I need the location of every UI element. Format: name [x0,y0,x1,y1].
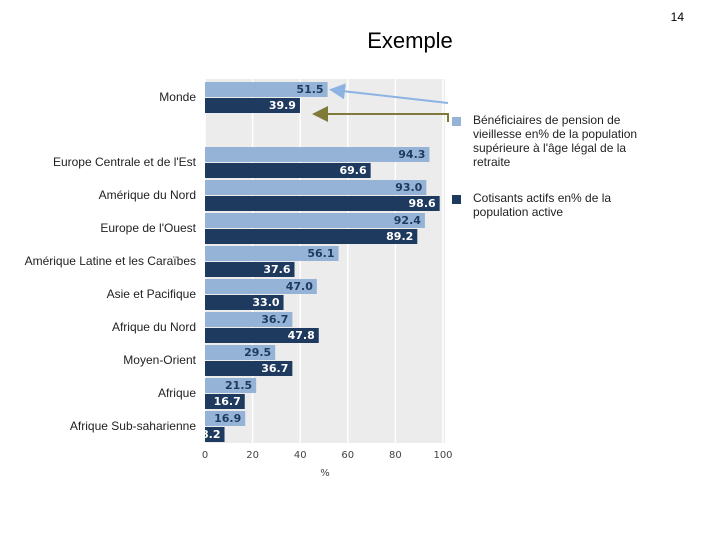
x-tick-label: 60 [341,450,354,461]
value-label: 94.3 [398,148,425,161]
bar [205,229,418,244]
value-label: 39.9 [269,99,296,112]
page-number: 14 [671,10,685,24]
category-label: Amérique du Nord [99,188,196,202]
bar [205,312,293,327]
bar [205,394,245,409]
bar [205,345,276,360]
bar [205,427,225,442]
value-label: 33.0 [252,296,279,309]
value-label: 92.4 [394,214,421,227]
bar [205,295,284,310]
value-label: 93.0 [395,181,422,194]
bar [205,98,300,113]
category-label: Europe de l'Ouest [100,221,196,235]
value-label: 37.6 [263,263,290,276]
category-label: Afrique [158,386,196,400]
value-label: 16.7 [214,395,241,408]
bar [205,82,328,97]
x-tick-label: 0 [202,450,208,461]
value-label: 16.9 [214,412,241,425]
arrow [329,83,449,104]
value-label: 36.7 [261,313,288,326]
legend-label: Cotisants actifs en% de la population act… [473,191,611,219]
category-label: Europe Centrale et de l'Est [53,155,197,169]
bar [205,246,339,261]
legend-swatch [452,195,461,204]
x-tick-label: 80 [389,450,402,461]
value-label: 21.5 [225,379,252,392]
x-tick-label: 40 [294,450,307,461]
value-label: 36.7 [261,362,288,375]
x-tick-label: 20 [246,450,259,461]
arrow [312,106,449,122]
value-label: 51.5 [296,83,323,96]
category-label: Asie et Pacifique [107,287,197,301]
value-label: 29.5 [244,346,271,359]
value-label: 98.6 [409,197,436,210]
value-label: 89.2 [386,230,413,243]
bar [205,411,246,426]
bar [205,180,427,195]
bar [205,213,425,228]
legend-swatch [452,117,461,126]
x-axis-label: % [320,468,330,479]
value-label: 56.1 [307,247,334,260]
category-label: Amérique Latine et les Caraïbes [25,254,196,268]
category-label: Afrique Sub-saharienne [70,419,196,433]
bar [205,378,257,393]
bar [205,361,293,376]
category-label: Afrique du Nord [112,320,196,334]
bar [205,262,295,277]
x-tick-label: 100 [433,450,452,461]
bar [205,147,430,162]
bar [205,196,440,211]
category-label: Monde [159,90,196,104]
value-label: 8.2 [201,428,221,441]
bar [205,163,371,178]
bar [205,279,317,294]
category-label: Moyen-Orient [123,353,196,367]
value-label: 69.6 [340,164,367,177]
bar [205,328,319,343]
chart-title: Exemple [367,28,453,53]
value-label: 47.0 [286,280,313,293]
value-label: 47.8 [288,329,315,342]
legend-label: Bénéficiaires de pension de vieillesse en… [473,113,637,169]
